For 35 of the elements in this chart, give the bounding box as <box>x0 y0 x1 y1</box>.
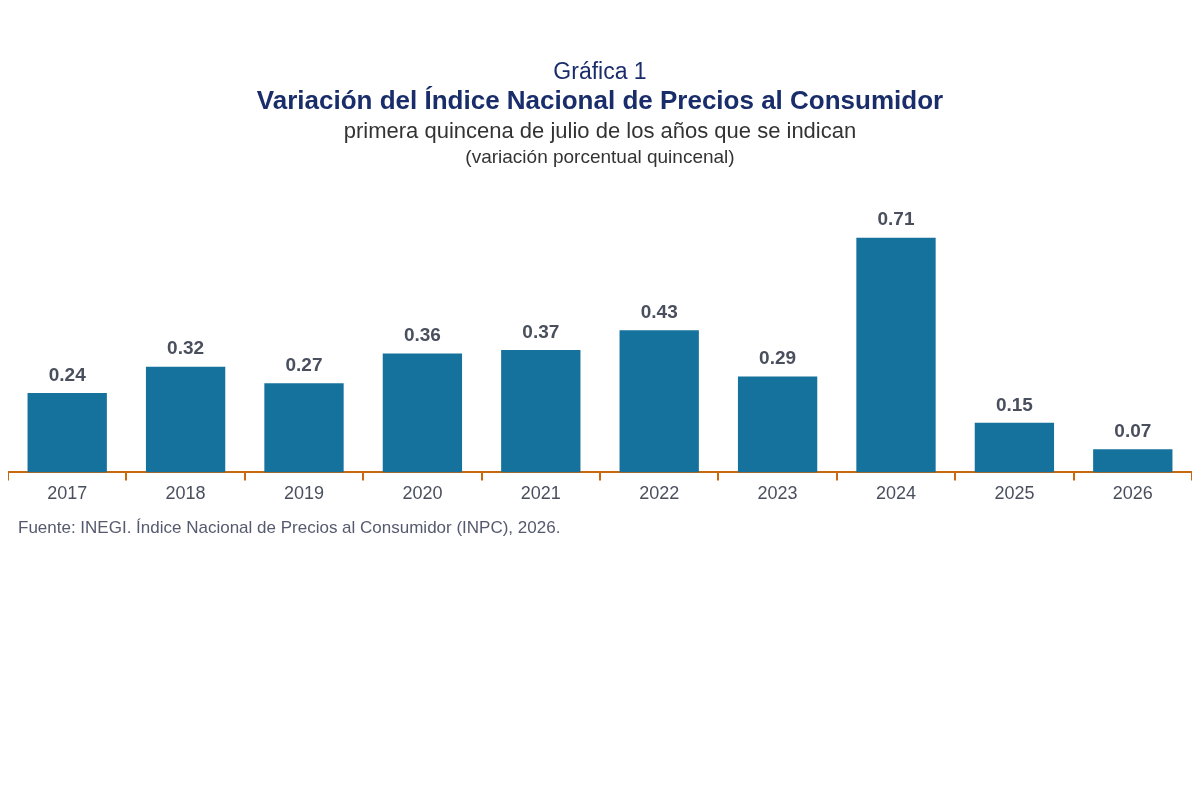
x-tick-label: 2024 <box>875 483 917 504</box>
data-label: 0.24 <box>48 363 87 385</box>
bar <box>1093 449 1173 473</box>
bar <box>501 350 581 473</box>
bar <box>856 237 936 473</box>
data-label: 0.71 <box>877 208 915 230</box>
bar <box>264 383 344 473</box>
bar <box>737 376 818 473</box>
data-label: 0.27 <box>285 353 323 375</box>
data-label: 0.07 <box>1114 420 1152 441</box>
x-tick-label: 2018 <box>165 483 206 504</box>
chart-subtitle: primera quincena de julio de los años que se indican <box>342 118 858 144</box>
x-tick-label: 2023 <box>757 483 798 504</box>
data-label: 0.37 <box>522 320 560 342</box>
data-label: 0.36 <box>403 324 441 346</box>
data-label: 0.29 <box>759 347 797 369</box>
bar <box>27 393 107 473</box>
source-note: Fuente: INEGI. Índice Nacional de Precios al Consumidor (INPC), 2026. <box>18 518 562 538</box>
data-label: 0.43 <box>640 301 678 323</box>
y-axis-title: (variación porcentual quincenal) <box>464 146 736 168</box>
x-tick-label: 2017 <box>47 483 88 504</box>
bar <box>382 353 463 473</box>
x-tick-label: 2022 <box>639 483 680 504</box>
x-tick-label: 2019 <box>283 483 325 504</box>
data-label: 0.15 <box>995 393 1034 415</box>
bar <box>974 422 1055 473</box>
x-tick-label: 2026 <box>1112 483 1153 504</box>
bar <box>619 330 699 473</box>
x-tick-label: 2025 <box>994 483 1035 504</box>
x-tick-label: 2020 <box>402 483 443 504</box>
bar <box>145 366 226 473</box>
text: Gráfica 1 <box>552 58 648 85</box>
chart-title: Variación del Índice Nacional de Precios al Consumidor <box>255 85 945 116</box>
data-label: 0.32 <box>167 337 205 359</box>
x-tick-label: 2021 <box>520 483 561 504</box>
